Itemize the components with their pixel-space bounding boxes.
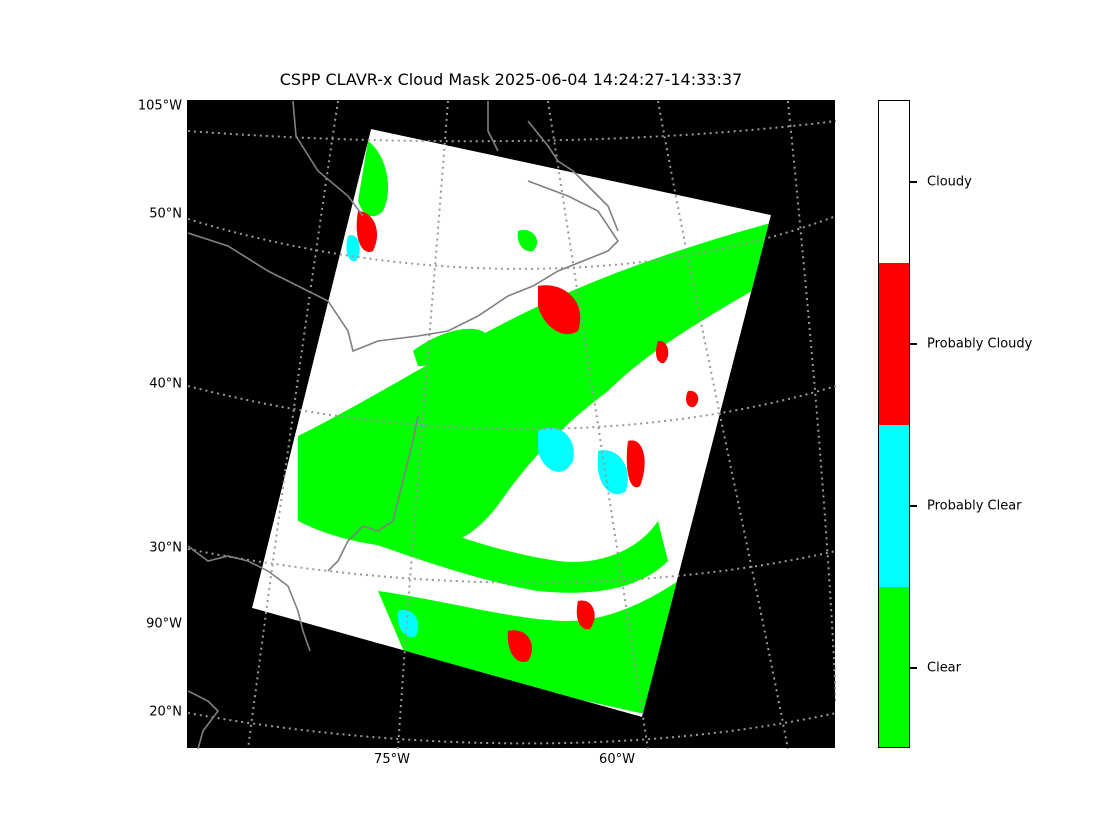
colorbar-segment-probably-clear	[879, 425, 909, 587]
colorbar-label-probably-clear: Probably Clear	[927, 498, 1022, 514]
colorbar-tick-cloudy	[910, 181, 917, 183]
colorbar-tick-clear	[910, 667, 917, 669]
colorbar-tick-probably-cloudy	[910, 343, 917, 345]
colorbar-segment-clear	[879, 587, 909, 747]
colorbar-segment-cloudy	[879, 101, 909, 263]
cloud-mask-swath	[252, 129, 771, 717]
lon-label-60w: 60°W	[599, 752, 635, 767]
map-panel	[187, 100, 836, 749]
lon-label-75w: 75°W	[374, 752, 410, 767]
map-canvas	[188, 101, 836, 749]
colorbar-label-clear: Clear	[927, 660, 961, 676]
colorbar	[878, 100, 910, 748]
colorbar-label-cloudy: Cloudy	[927, 174, 972, 190]
lat-label-105w: 105°W	[137, 98, 182, 114]
graticule	[188, 101, 836, 749]
colorbar-tick-probably-clear	[910, 505, 917, 507]
map-title: CSPP CLAVR-x Cloud Mask 2025-06-04 14:24…	[279, 70, 743, 89]
lat-label-90w: 90°W	[146, 616, 182, 632]
coastlines	[188, 101, 620, 749]
lat-label-30n: 30°N	[149, 540, 182, 556]
lat-label-20n: 20°N	[149, 704, 182, 720]
colorbar-label-probably-cloudy: Probably Cloudy	[927, 336, 1033, 352]
lat-label-40n: 40°N	[149, 376, 182, 392]
lat-label-50n: 50°N	[149, 206, 182, 222]
colorbar-segment-probably-cloudy	[879, 263, 909, 425]
